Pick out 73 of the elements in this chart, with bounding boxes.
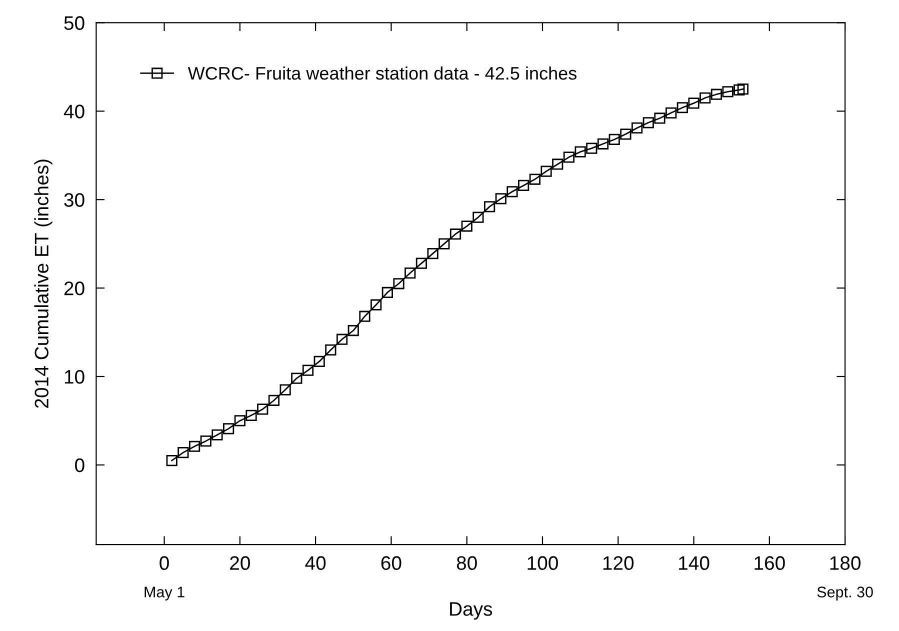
point [314, 356, 325, 368]
point [393, 278, 404, 290]
y-tick-label: 30 [64, 193, 84, 207]
point [336, 334, 348, 345]
x-tick-label: 180 [830, 556, 861, 570]
point [518, 180, 530, 192]
point [461, 220, 472, 232]
point [246, 410, 257, 421]
point [178, 447, 189, 458]
point [710, 88, 722, 100]
point [370, 299, 382, 310]
point [688, 98, 700, 109]
point [734, 84, 745, 96]
point [506, 186, 518, 198]
point [188, 440, 200, 452]
point [676, 102, 688, 114]
point [234, 415, 246, 426]
point [540, 166, 552, 177]
point [700, 92, 711, 104]
point [359, 310, 370, 322]
point [722, 86, 734, 98]
point [472, 212, 484, 223]
y-tick-label: 0 [75, 458, 84, 472]
x-tick-label: 80 [456, 556, 477, 570]
point [737, 83, 748, 95]
point [666, 107, 677, 118]
point [382, 286, 393, 298]
x-tick-label: 20 [230, 556, 250, 570]
point [608, 134, 620, 146]
point [291, 372, 302, 384]
point [484, 201, 496, 212]
x-tick-label: 100 [528, 556, 558, 570]
point [552, 158, 564, 170]
point [620, 128, 632, 140]
point [654, 112, 666, 124]
point [586, 142, 598, 154]
point [574, 146, 586, 158]
legend-label: WCRC- Fruita weather station data - 42.5 inches [188, 66, 577, 80]
point [450, 228, 462, 240]
point [348, 324, 359, 336]
point [212, 429, 223, 440]
point [280, 384, 291, 396]
x-tick-label: 40 [305, 556, 326, 570]
point [438, 238, 450, 250]
point [416, 258, 428, 269]
point [495, 193, 506, 204]
text: May 1 [144, 586, 184, 600]
point [166, 454, 178, 466]
point [631, 122, 643, 134]
x-tick-label: 140 [679, 556, 710, 570]
y-tick-label: 10 [64, 370, 84, 384]
y-tick-label: 50 [64, 16, 84, 30]
point [257, 404, 268, 415]
y-tick-label: 20 [64, 282, 84, 296]
point [563, 152, 575, 163]
point [200, 436, 212, 447]
point [529, 174, 540, 185]
x-tick-label: 120 [603, 556, 634, 570]
point [223, 423, 234, 434]
point [268, 394, 280, 406]
x-tick-label: 60 [381, 556, 402, 570]
y-tick-label: 40 [64, 104, 84, 118]
y-axis-title: 2014 Cumulative ET (inches) [34, 160, 52, 408]
x-tick-label: 0 [160, 556, 169, 570]
point [427, 248, 438, 260]
point [325, 344, 336, 356]
point [404, 267, 416, 279]
point [302, 364, 314, 376]
x-axis-title: Days [450, 602, 492, 620]
x-tick-label: 160 [754, 556, 785, 570]
point [642, 117, 654, 128]
point [597, 138, 609, 150]
text: Sept. 30 [817, 586, 873, 600]
